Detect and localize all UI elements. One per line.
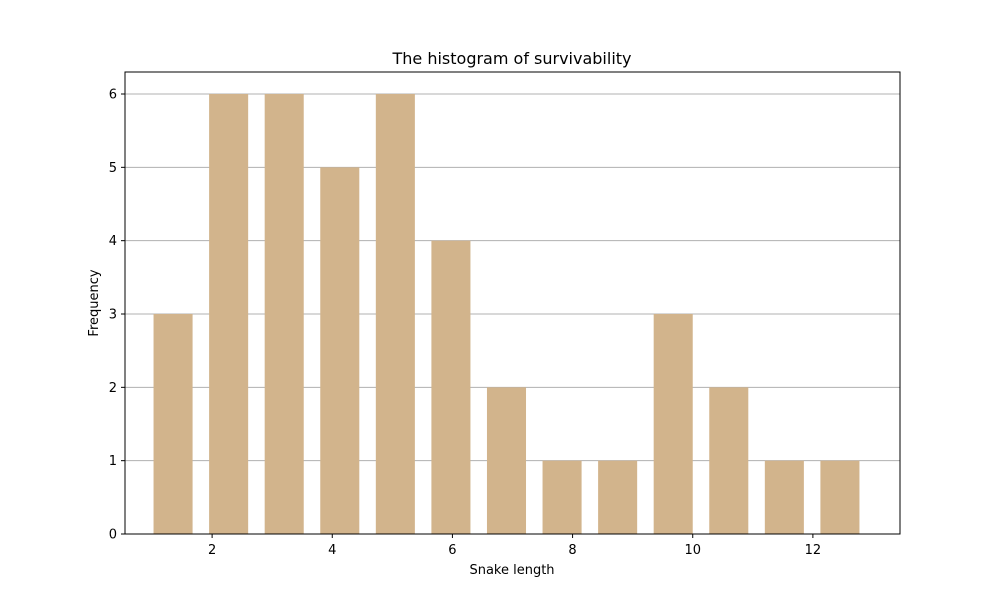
histogram-bar — [709, 387, 749, 534]
x-axis-ticks: 2 4 6 8 10 12 — [208, 534, 821, 558]
histogram-bar — [209, 94, 249, 534]
bars — [153, 94, 860, 535]
chart-title: The histogram of survivability — [391, 49, 631, 68]
histogram-bar — [653, 314, 693, 534]
x-tick-label: 10 — [684, 543, 701, 558]
y-tick-label: 1 — [109, 454, 117, 469]
histogram-bar — [320, 167, 360, 535]
histogram-bar — [820, 460, 860, 534]
y-axis-ticks: 0 1 2 3 4 5 6 — [109, 88, 125, 543]
x-tick-label: 4 — [328, 543, 336, 558]
y-tick-label: 2 — [109, 381, 117, 396]
x-tick-label: 12 — [805, 543, 822, 558]
histogram-bar — [486, 387, 527, 534]
histogram-bar — [764, 460, 804, 534]
plot-frame — [124, 71, 901, 535]
histogram-bar — [431, 240, 471, 534]
y-tick-label: 0 — [109, 528, 117, 543]
y-axis-label: Frequency — [87, 269, 102, 336]
x-tick-label: 6 — [448, 543, 456, 558]
histogram-bar — [542, 460, 582, 534]
histogram-bar — [598, 460, 638, 534]
y-tick-label: 4 — [109, 234, 117, 249]
y-tick-label: 5 — [109, 161, 117, 176]
x-axis-label: Snake length — [469, 563, 554, 578]
x-tick-label: 8 — [568, 543, 576, 558]
histogram-bar — [153, 314, 193, 534]
x-tick-label: 2 — [208, 543, 216, 558]
y-tick-label: 6 — [109, 88, 117, 103]
histogram-bar — [375, 94, 415, 534]
histogram-bar — [264, 94, 304, 534]
y-tick-label: 3 — [109, 308, 117, 323]
